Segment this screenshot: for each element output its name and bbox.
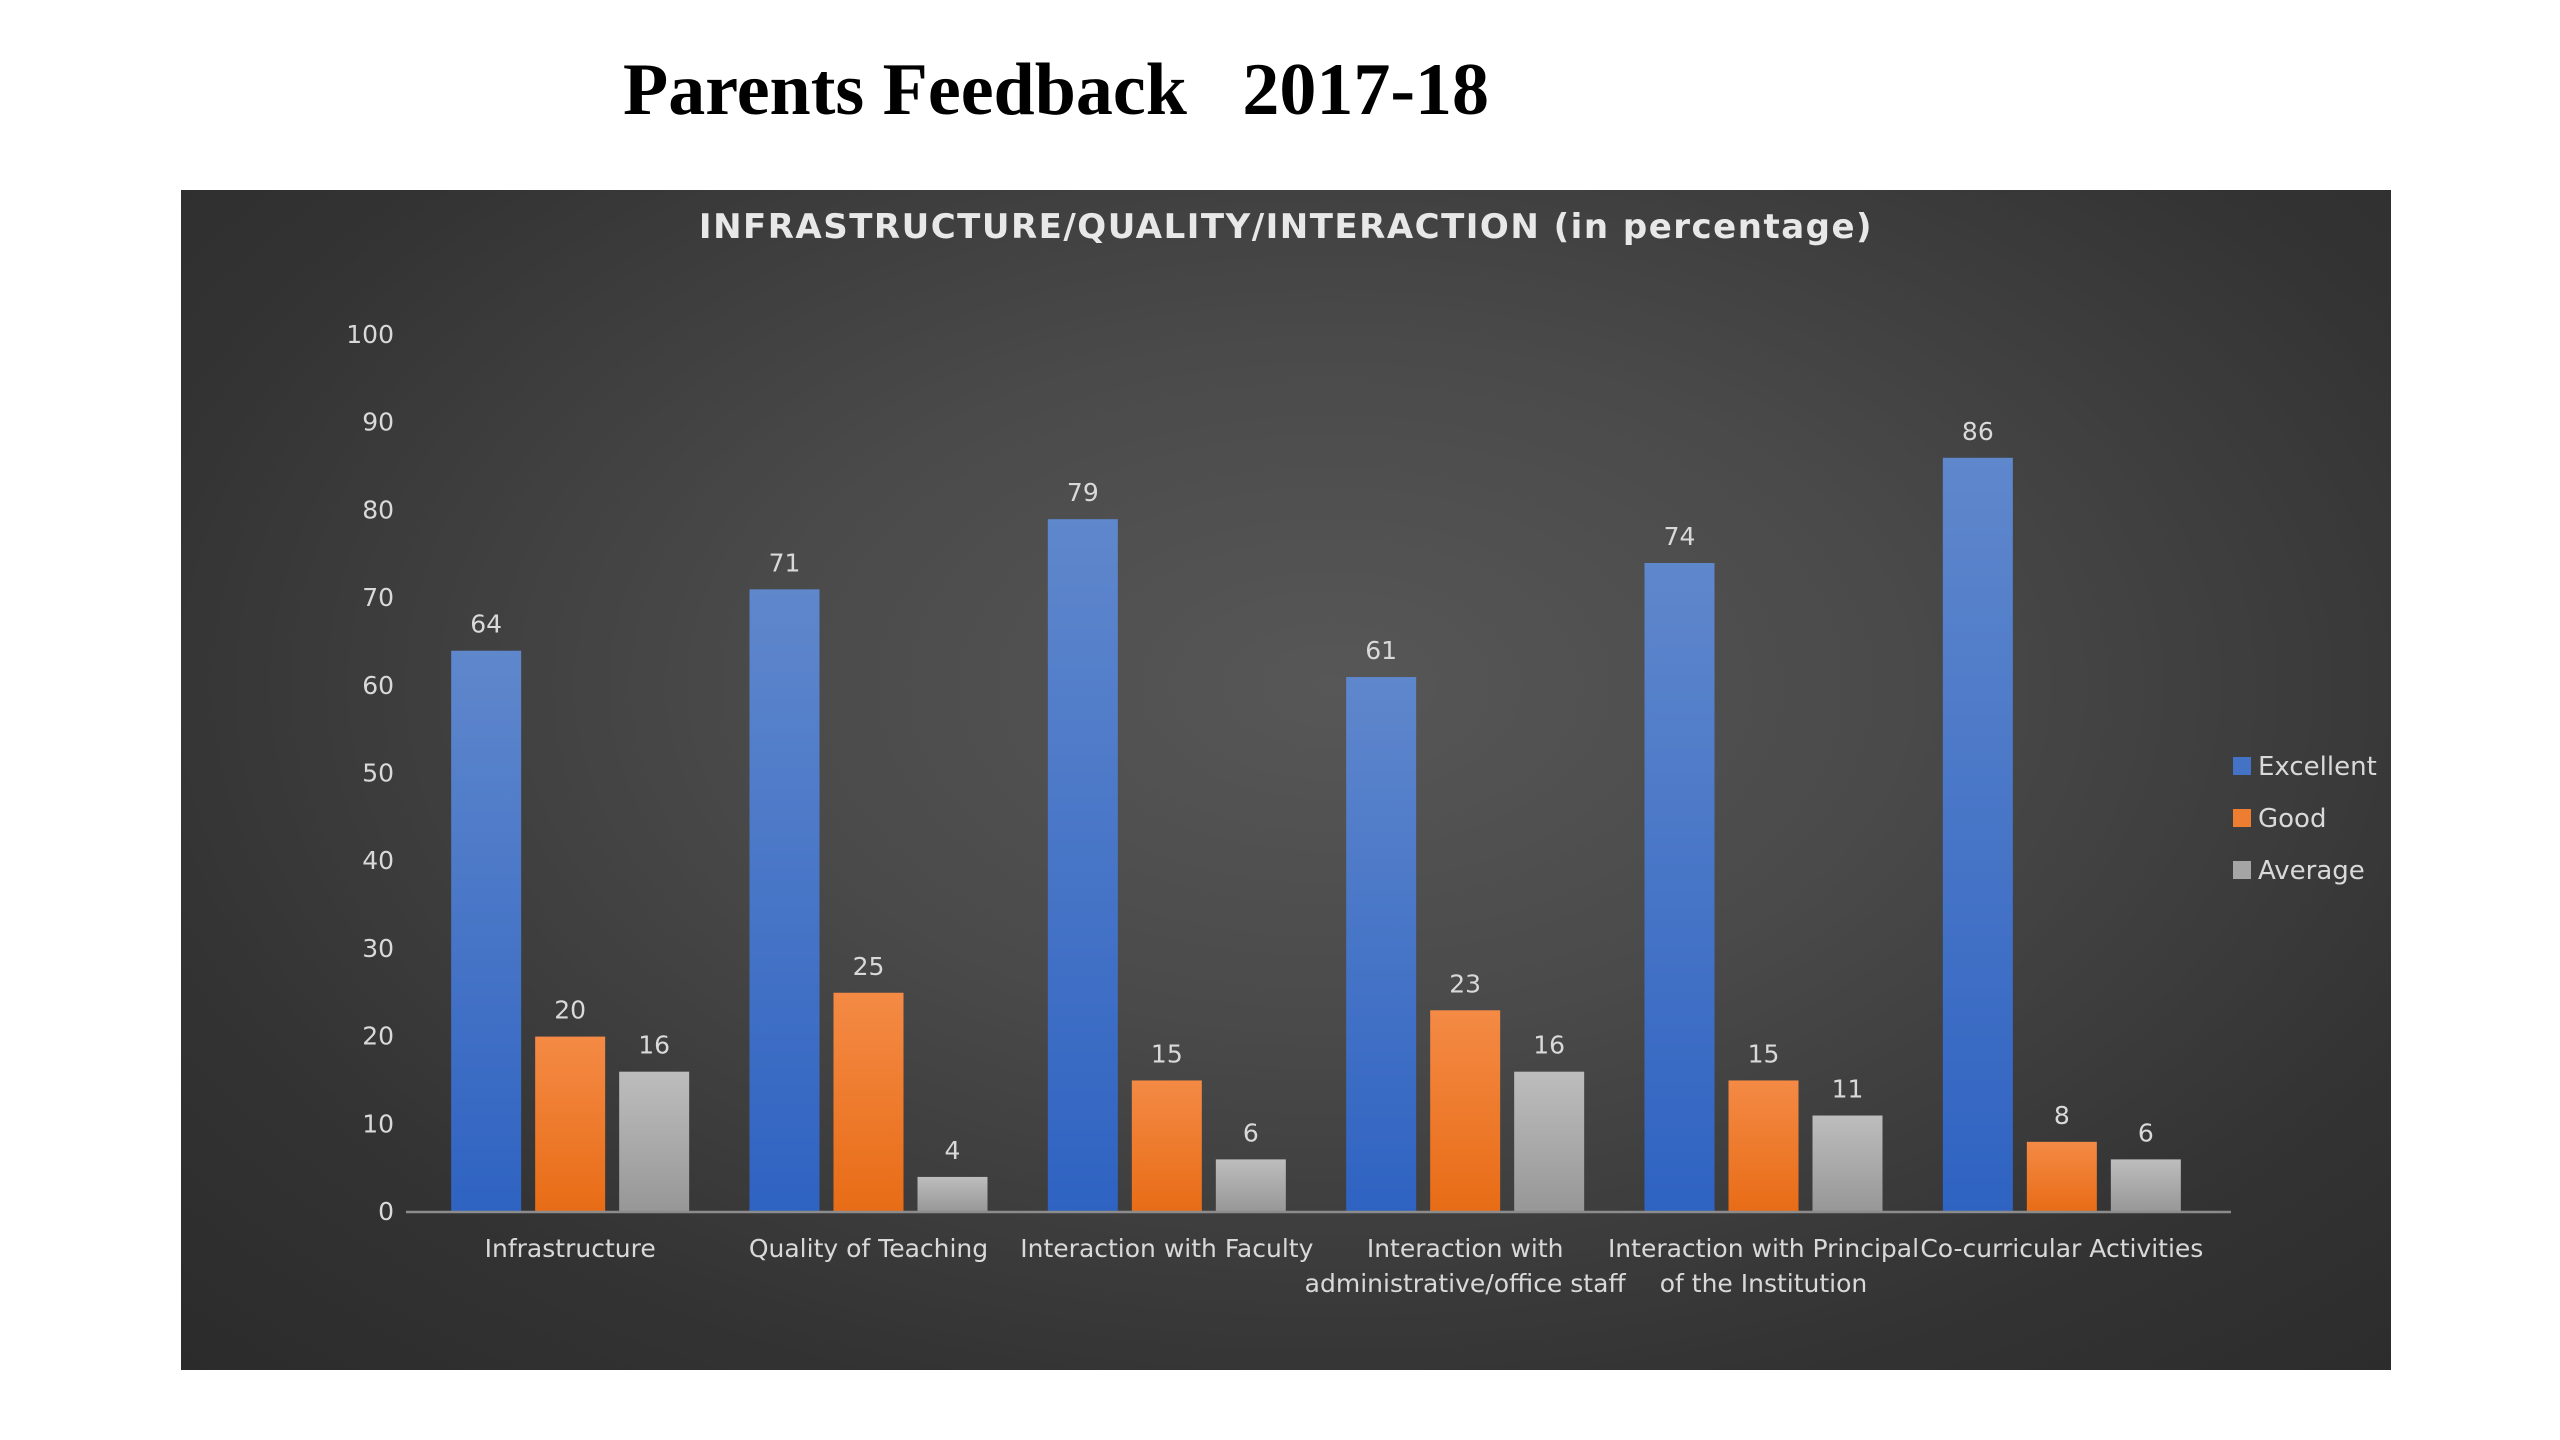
y-tick-label: 20 xyxy=(362,1022,394,1051)
y-tick-label: 70 xyxy=(362,583,394,612)
bar-good xyxy=(1728,1080,1799,1212)
y-axis: 0 10 20 30 40 50 60 70 80 90 100 xyxy=(346,320,394,1226)
y-tick-label: 40 xyxy=(362,846,394,875)
legend-swatch-good xyxy=(2233,809,2251,827)
x-category-label: administrative/office staff xyxy=(1305,1269,1627,1298)
data-label: 71 xyxy=(769,548,801,577)
y-tick-label: 100 xyxy=(346,320,394,349)
bar-excellent xyxy=(749,589,820,1212)
bar-good xyxy=(1131,1080,1202,1212)
y-tick-label: 10 xyxy=(362,1109,394,1138)
data-label: 23 xyxy=(1449,969,1481,998)
bar-average xyxy=(2110,1159,2181,1212)
data-label: 15 xyxy=(1151,1039,1183,1068)
bar-good xyxy=(535,1036,606,1212)
legend-label-good: Good xyxy=(2258,804,2326,834)
data-label: 6 xyxy=(1243,1118,1259,1147)
legend-swatch-excellent xyxy=(2233,757,2251,775)
legend-label-average: Average xyxy=(2258,856,2365,886)
data-label: 15 xyxy=(1748,1039,1780,1068)
bar-average xyxy=(1812,1115,1883,1212)
x-category-label: Co-curricular Activities xyxy=(1920,1234,2203,1263)
x-category-label: Interaction with Principal xyxy=(1608,1234,1919,1263)
data-label: 61 xyxy=(1365,636,1397,665)
y-tick-label: 80 xyxy=(362,495,394,524)
bar-excellent xyxy=(1346,677,1417,1212)
bar-average xyxy=(917,1176,988,1212)
x-category-label: Quality of Teaching xyxy=(749,1234,988,1263)
bar-good xyxy=(833,992,904,1212)
x-category-label: Infrastructure xyxy=(485,1234,656,1263)
bar-good xyxy=(1430,1010,1501,1212)
x-category-label: Interaction with xyxy=(1367,1234,1564,1263)
bar-good xyxy=(2026,1141,2097,1212)
x-category-label: Interaction with Faculty xyxy=(1020,1234,1313,1263)
data-label: 64 xyxy=(470,610,502,639)
y-tick-label: 50 xyxy=(362,759,394,788)
bar-excellent xyxy=(451,650,522,1212)
bar-excellent xyxy=(1047,519,1118,1212)
data-label: 86 xyxy=(1962,417,1994,446)
data-label: 11 xyxy=(1832,1075,1864,1104)
x-category-label: of the Institution xyxy=(1660,1269,1868,1298)
y-tick-label: 60 xyxy=(362,671,394,700)
chart-panel: INFRASTRUCTURE/QUALITY/INTERACTION (in p… xyxy=(181,190,2391,1370)
y-tick-label: 90 xyxy=(362,408,394,437)
data-label: 4 xyxy=(945,1136,961,1165)
y-tick-label: 30 xyxy=(362,934,394,963)
x-axis: Infrastructure Quality of Teaching Interac… xyxy=(406,1210,2231,1298)
data-label: 74 xyxy=(1664,522,1696,551)
data-label: 16 xyxy=(1533,1031,1565,1060)
data-label: 25 xyxy=(853,952,885,981)
legend-swatch-average xyxy=(2233,861,2251,879)
bar-average xyxy=(1514,1071,1585,1212)
data-label: 8 xyxy=(2054,1101,2070,1130)
data-label: 16 xyxy=(638,1031,670,1060)
bar-average xyxy=(1215,1159,1286,1212)
data-label: 79 xyxy=(1067,478,1099,507)
bar-average xyxy=(619,1071,690,1212)
legend: Excellent Good Average xyxy=(2233,752,2377,886)
legend-label-excellent: Excellent xyxy=(2258,752,2377,782)
bar-chart: INFRASTRUCTURE/QUALITY/INTERACTION (in p… xyxy=(346,207,2377,1298)
page-title: Parents Feedback 2017-18 xyxy=(623,49,1489,131)
bar-excellent xyxy=(1644,563,1715,1212)
data-label: 20 xyxy=(554,996,586,1025)
data-label: 6 xyxy=(2138,1118,2154,1147)
chart-title: INFRASTRUCTURE/QUALITY/INTERACTION (in p… xyxy=(699,207,1873,247)
bar-excellent xyxy=(1942,457,2013,1212)
y-tick-label: 0 xyxy=(378,1197,394,1226)
